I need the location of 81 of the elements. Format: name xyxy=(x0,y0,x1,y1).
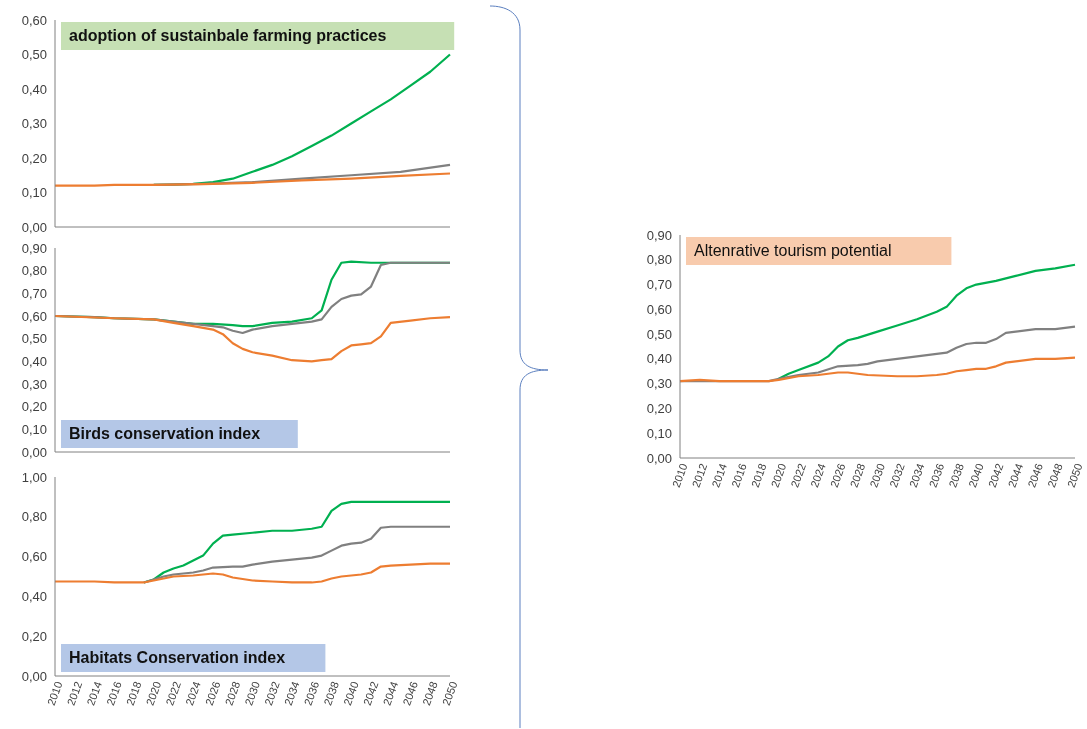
x-tick-label: 2014 xyxy=(84,679,104,708)
x-tick-label: 2044 xyxy=(1005,461,1026,490)
line-series xyxy=(678,356,1077,383)
y-tick-label: 0,60 xyxy=(646,301,672,317)
y-tick-label: 0,30 xyxy=(21,116,47,132)
x-tick-label: 2016 xyxy=(729,461,749,490)
x-tick-label: 2034 xyxy=(906,461,927,490)
x-tick-label: 2014 xyxy=(709,461,729,490)
line-series xyxy=(53,562,452,584)
x-tick-label: 2030 xyxy=(867,461,887,490)
x-tick-label: 2020 xyxy=(768,461,789,490)
x-tick-label: 2018 xyxy=(123,679,144,708)
y-tick-label: 0,40 xyxy=(21,353,47,369)
y-tick-label: 0,20 xyxy=(21,399,47,415)
x-tick-label: 2044 xyxy=(380,679,401,708)
x-tick-label: 2036 xyxy=(301,679,322,708)
x-tick-label: 2048 xyxy=(420,679,440,708)
x-tick-label: 2026 xyxy=(202,679,223,708)
y-tick-label: 0,80 xyxy=(21,263,47,279)
x-tick-label: 2030 xyxy=(242,679,262,708)
y-tick-label: 0,90 xyxy=(646,227,672,243)
x-tick-label: 2018 xyxy=(748,461,769,490)
y-tick-label: 0,50 xyxy=(21,331,47,347)
x-tick-label: 2040 xyxy=(966,461,986,490)
x-tick-label: 2028 xyxy=(222,679,243,708)
y-tick-label: 0,00 xyxy=(21,668,47,684)
chart-title: Altenrative tourism potential xyxy=(694,242,892,259)
y-tick-label: 0,00 xyxy=(21,444,47,460)
x-tick-label: 2038 xyxy=(321,679,341,708)
y-tick-label: 0,40 xyxy=(21,588,47,604)
text: Birds conservation index xyxy=(69,425,261,442)
x-tick-label: 2022 xyxy=(163,679,183,708)
y-tick-label: 0,30 xyxy=(21,376,47,392)
y-tick-label: 0,60 xyxy=(21,12,47,28)
x-tick-label: 2024 xyxy=(183,679,203,708)
x-tick-label: 2042 xyxy=(360,679,381,708)
x-tick-label: 2022 xyxy=(788,461,808,490)
x-tick-label: 2032 xyxy=(262,679,282,708)
y-tick-label: 0,50 xyxy=(646,326,672,342)
y-tick-label: 0,40 xyxy=(646,351,672,367)
y-tick-label: 0,20 xyxy=(646,400,672,416)
y-tick-label: 0,40 xyxy=(21,81,47,97)
x-tick-label: 2040 xyxy=(341,679,361,708)
chart-title: adoption of sustainbale farming practices xyxy=(69,27,387,44)
y-tick-label: 0,00 xyxy=(21,219,47,235)
y-tick-label: 0,80 xyxy=(21,509,47,525)
x-tick-label: 2016 xyxy=(104,679,124,708)
y-tick-label: 0,00 xyxy=(646,450,672,466)
x-tick-label: 2028 xyxy=(847,461,868,490)
y-tick-label: 0,60 xyxy=(21,549,47,565)
y-tick-label: 0,70 xyxy=(21,285,47,301)
x-tick-label: 2036 xyxy=(926,461,947,490)
x-tick-label: 2050 xyxy=(439,679,460,708)
x-tick-label: 2048 xyxy=(1045,461,1065,490)
x-tick-label: 2020 xyxy=(143,679,164,708)
x-tick-label: 2024 xyxy=(808,461,828,490)
y-tick-label: 0,30 xyxy=(646,376,672,392)
x-tick-label: 2042 xyxy=(985,461,1006,490)
y-tick-label: 0,10 xyxy=(646,425,672,441)
x-tick-label: 2026 xyxy=(827,461,848,490)
x-tick-label: 2032 xyxy=(887,461,907,490)
x-tick-label: 2050 xyxy=(1064,461,1085,490)
line-series xyxy=(53,314,452,363)
y-tick-label: 0,20 xyxy=(21,150,47,166)
y-tick-label: 0,50 xyxy=(21,47,47,63)
y-tick-label: 0,20 xyxy=(21,628,47,644)
y-tick-label: 0,10 xyxy=(21,421,47,437)
x-tick-label: 2038 xyxy=(946,461,966,490)
y-tick-label: 0,60 xyxy=(21,308,47,324)
y-tick-label: 1,00 xyxy=(21,469,47,485)
x-tick-label: 2012 xyxy=(689,461,710,490)
y-tick-label: 0,70 xyxy=(646,277,672,293)
x-tick-label: 2046 xyxy=(400,679,420,708)
x-tick-label: 2034 xyxy=(281,679,302,708)
line-series xyxy=(53,172,452,187)
x-tick-label: 2012 xyxy=(64,679,85,708)
x-tick-label: 2046 xyxy=(1025,461,1045,490)
y-tick-label: 0,10 xyxy=(21,185,47,201)
y-tick-label: 0,80 xyxy=(646,252,672,268)
text: Habitats Conservation index xyxy=(69,649,286,666)
y-tick-label: 0,90 xyxy=(21,240,47,256)
